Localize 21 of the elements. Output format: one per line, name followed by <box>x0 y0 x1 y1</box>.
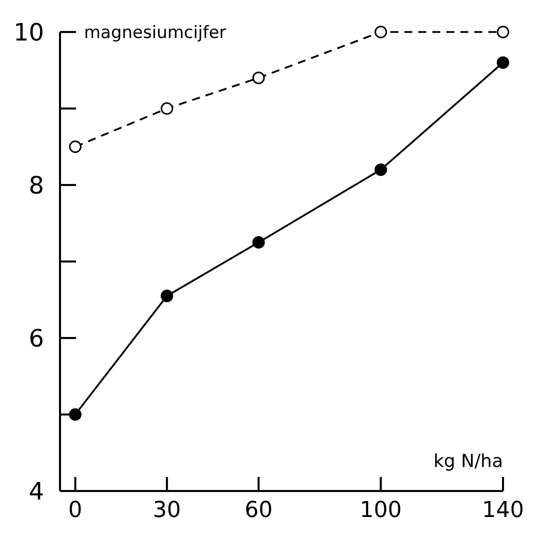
point <box>496 56 510 69</box>
y-axis-title: magnesiumcijfer <box>84 22 226 43</box>
x-axis-title: kg N/ha <box>433 451 503 472</box>
point <box>496 26 510 38</box>
y-tick-label: 10 <box>13 18 44 46</box>
point <box>160 290 174 302</box>
y-tick-label: 8 <box>28 171 44 200</box>
point <box>374 26 388 38</box>
x-tick-label: 0 <box>68 498 82 523</box>
point <box>252 72 265 84</box>
x-tick-label: 60 <box>244 498 273 523</box>
x-tick-label: 100 <box>360 498 402 523</box>
point <box>69 408 82 421</box>
y-tick-label: 4 <box>28 477 44 506</box>
y-tick-label: 6 <box>28 324 44 352</box>
point <box>160 102 174 115</box>
x-tick-label: 30 <box>152 498 181 523</box>
point <box>374 163 388 176</box>
point <box>252 236 265 249</box>
point <box>69 140 82 153</box>
x-tick-label: 140 <box>482 498 524 523</box>
